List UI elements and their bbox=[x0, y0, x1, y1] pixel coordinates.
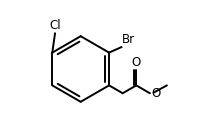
Text: O: O bbox=[132, 56, 141, 69]
Text: Br: Br bbox=[122, 33, 135, 47]
Text: Cl: Cl bbox=[49, 19, 61, 32]
Text: O: O bbox=[151, 87, 160, 100]
